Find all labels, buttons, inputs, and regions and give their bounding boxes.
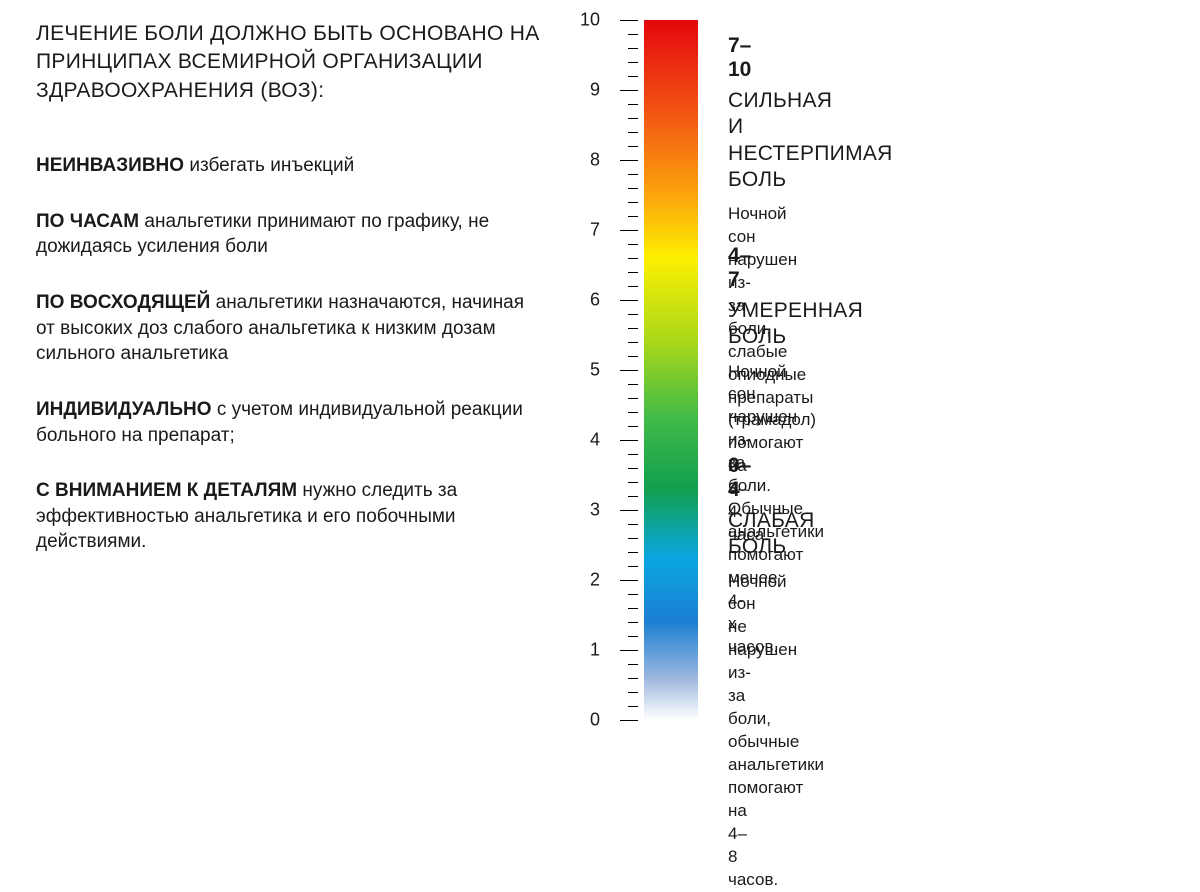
minor-tick	[628, 104, 638, 105]
minor-tick	[628, 76, 638, 77]
pain-scale: 012345678910 7–10СИЛЬНАЯ И НЕСТЕРПИМАЯ Б…	[576, 20, 728, 720]
axis-number: 9	[590, 80, 600, 101]
axis-number: 10	[580, 10, 600, 31]
minor-tick	[628, 356, 638, 357]
principle-item: ИНДИВИДУАЛЬНО с учетом индивидуальной ре…	[36, 397, 546, 448]
minor-tick	[628, 272, 638, 273]
minor-tick	[628, 286, 638, 287]
axis-number: 1	[590, 640, 600, 661]
minor-tick	[628, 202, 638, 203]
major-tick	[620, 300, 638, 301]
scale-ticks	[606, 20, 638, 720]
minor-tick	[628, 174, 638, 175]
minor-tick	[628, 384, 638, 385]
axis-number: 7	[590, 220, 600, 241]
minor-tick	[628, 468, 638, 469]
minor-tick	[628, 524, 638, 525]
minor-tick	[628, 132, 638, 133]
major-tick	[620, 510, 638, 511]
scale-gradient-bar	[644, 20, 698, 720]
principle-term: ПО ВОСХОДЯЩЕЙ	[36, 292, 210, 313]
minor-tick	[628, 706, 638, 707]
minor-tick	[628, 566, 638, 567]
minor-tick	[628, 454, 638, 455]
minor-tick	[628, 62, 638, 63]
minor-tick	[628, 48, 638, 49]
scale-axis-labels: 012345678910	[576, 20, 606, 720]
principle-term: ИНДИВИДУАЛЬНО	[36, 399, 212, 420]
intro-text: ЛЕЧЕНИЕ БОЛИ ДОЛЖНО БЫТЬ ОСНОВАНО НА ПРИ…	[36, 20, 546, 105]
left-column: ЛЕЧЕНИЕ БОЛИ ДОЛЖНО БЫТЬ ОСНОВАНО НА ПРИ…	[36, 20, 576, 729]
minor-tick	[628, 314, 638, 315]
major-tick	[620, 230, 638, 231]
page-root: ЛЕЧЕНИЕ БОЛИ ДОЛЖНО БЫТЬ ОСНОВАНО НА ПРИ…	[0, 0, 1200, 749]
principle-term: С ВНИМАНИЕМ К ДЕТАЛЯМ	[36, 480, 297, 501]
minor-tick	[628, 692, 638, 693]
minor-tick	[628, 328, 638, 329]
minor-tick	[628, 678, 638, 679]
minor-tick	[628, 34, 638, 35]
principle-text: избегать инъекций	[184, 155, 354, 176]
minor-tick	[628, 188, 638, 189]
principle-term: ПО ЧАСАМ	[36, 211, 139, 232]
minor-tick	[628, 552, 638, 553]
principle-item: С ВНИМАНИЕМ К ДЕТАЛЯМ нужно следить за э…	[36, 478, 546, 555]
axis-number: 8	[590, 150, 600, 171]
axis-number: 3	[590, 500, 600, 521]
major-tick	[620, 370, 638, 371]
minor-tick	[628, 216, 638, 217]
minor-tick	[628, 608, 638, 609]
axis-number: 0	[590, 710, 600, 731]
minor-tick	[628, 482, 638, 483]
minor-tick	[628, 342, 638, 343]
principle-item: ПО ЧАСАМ анальгетики принимают по график…	[36, 209, 546, 260]
minor-tick	[628, 146, 638, 147]
minor-tick	[628, 594, 638, 595]
major-tick	[620, 440, 638, 441]
principle-term: НЕИНВАЗИВНО	[36, 155, 184, 176]
minor-tick	[628, 258, 638, 259]
minor-tick	[628, 538, 638, 539]
minor-tick	[628, 412, 638, 413]
major-tick	[620, 20, 638, 21]
major-tick	[620, 580, 638, 581]
major-tick	[620, 650, 638, 651]
minor-tick	[628, 664, 638, 665]
principle-item: НЕИНВАЗИВНО избегать инъекций	[36, 153, 546, 179]
right-column: 012345678910 7–10СИЛЬНАЯ И НЕСТЕРПИМАЯ Б…	[576, 20, 1170, 729]
major-tick	[620, 160, 638, 161]
scale-segments: 7–10СИЛЬНАЯ И НЕСТЕРПИМАЯ БОЛЬНочной сон…	[704, 20, 728, 720]
minor-tick	[628, 636, 638, 637]
minor-tick	[628, 496, 638, 497]
principle-item: ПО ВОСХОДЯЩЕЙ анальгетики назначаются, н…	[36, 290, 546, 367]
major-tick	[620, 720, 638, 721]
scale-bar-column	[644, 20, 698, 720]
axis-number: 5	[590, 360, 600, 381]
axis-number: 4	[590, 430, 600, 451]
axis-number: 6	[590, 290, 600, 311]
minor-tick	[628, 622, 638, 623]
minor-tick	[628, 426, 638, 427]
major-tick	[620, 90, 638, 91]
axis-number: 2	[590, 570, 600, 591]
principles-list: НЕИНВАЗИВНО избегать инъекций ПО ЧАСАМ ан…	[36, 153, 546, 555]
minor-tick	[628, 244, 638, 245]
minor-tick	[628, 398, 638, 399]
minor-tick	[628, 118, 638, 119]
